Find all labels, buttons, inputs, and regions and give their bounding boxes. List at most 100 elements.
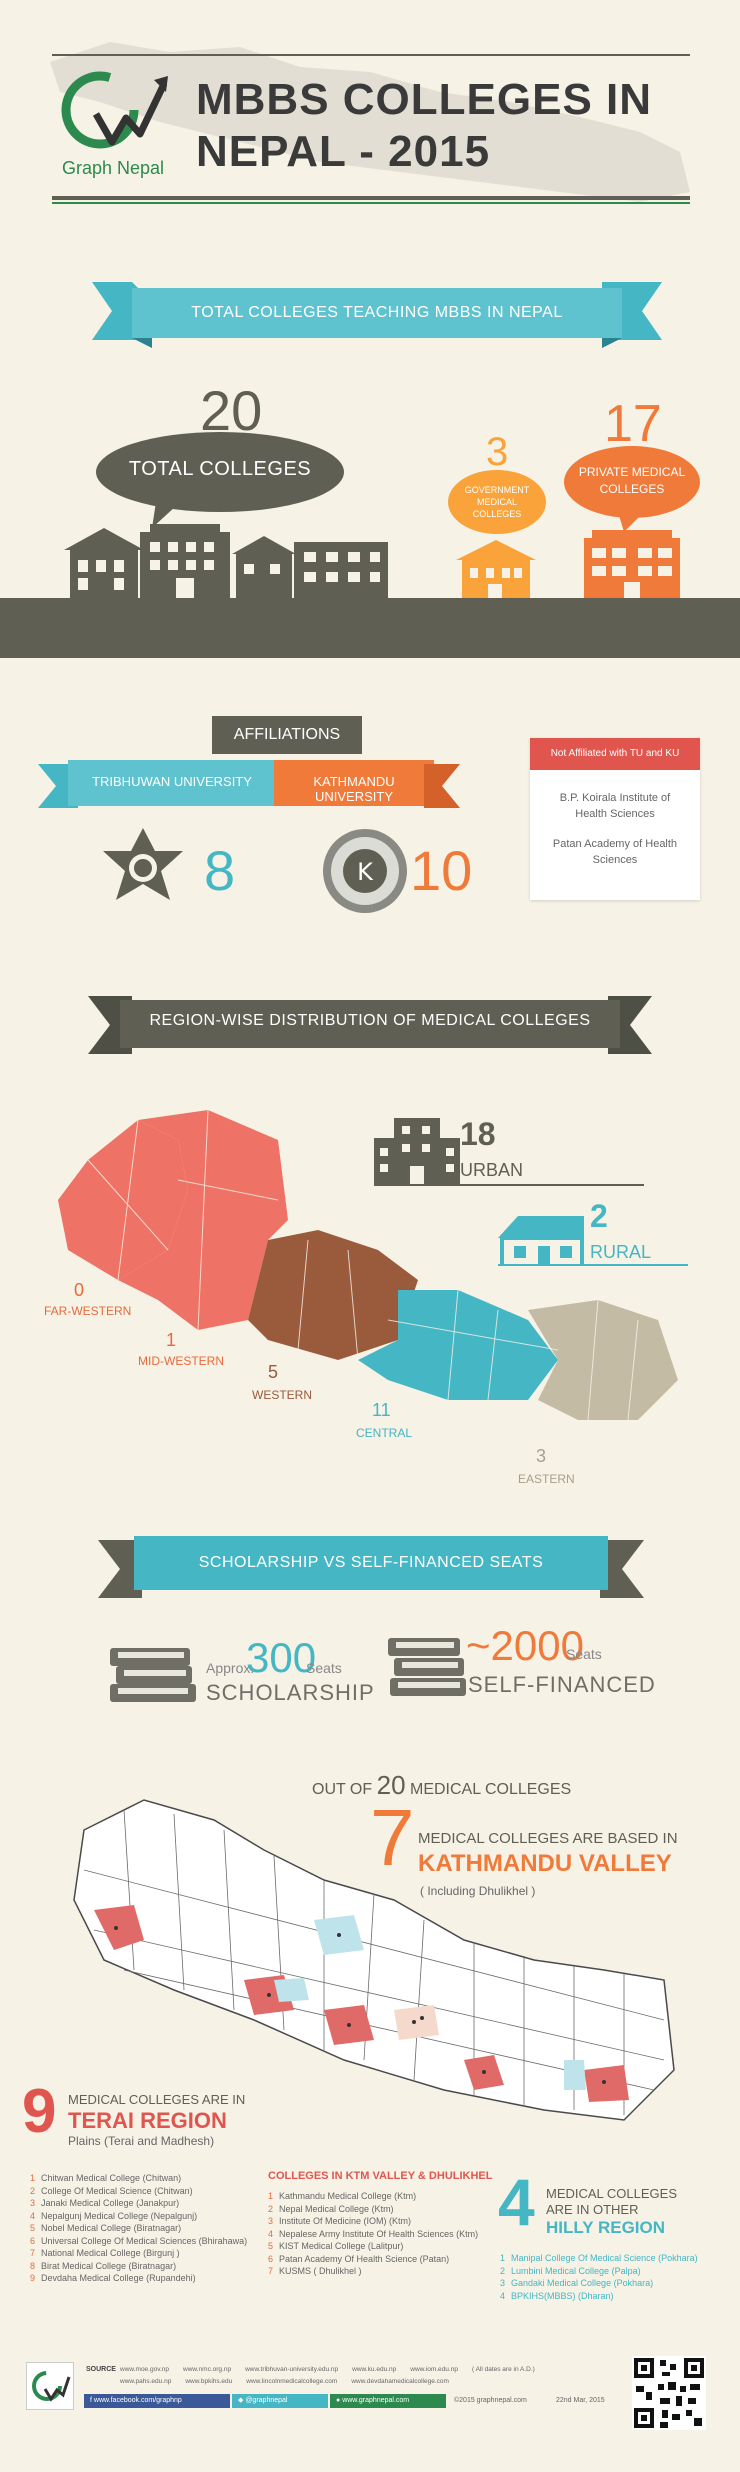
- total-ribbon-label: TOTAL COLLEGES TEACHING MBBS IN NEPAL: [191, 304, 563, 321]
- source-link[interactable]: www.tribhuvan-university.edu.np: [245, 2366, 339, 2373]
- self-financed-label: SELF-FINANCED: [468, 1672, 656, 1697]
- ku-count: 10: [410, 839, 473, 902]
- qr-code-icon: [632, 2356, 706, 2430]
- website-link[interactable]: ● www.graphnepal.com: [330, 2394, 446, 2408]
- western-number: 5: [268, 1362, 279, 1382]
- gov-label: GOVERNMENT MEDICAL COLLEGES: [464, 485, 530, 519]
- title-line-2: NEPAL - 2015: [196, 127, 491, 176]
- self-financed-books-icon: [388, 1638, 466, 1696]
- list-item: 7 KUSMS ( Dhulikhel ): [268, 2266, 362, 2276]
- list-item: 6 Universal College Of Medical Sciences (…: [30, 2235, 248, 2246]
- source-link[interactable]: www.iom.edu.np: [410, 2366, 458, 2373]
- header-bottom-rule-green: [52, 202, 690, 204]
- hilly-line-1: MEDICAL COLLEGES: [546, 2186, 678, 2201]
- globe-icon: ●: [336, 2397, 343, 2404]
- eastern-number: 3: [536, 1446, 547, 1466]
- page-title: MBBS COLLEGES IN NEPAL - 2015: [196, 74, 652, 178]
- region-ribbon-shape: [88, 996, 652, 1054]
- total-ribbon-shape: [92, 282, 662, 348]
- rural-house-icon: [498, 1216, 584, 1266]
- list-item: 3 Gandaki Medical College (Pokhara): [500, 2278, 654, 2288]
- total-bubble: [96, 432, 344, 528]
- svg-text:K: K: [357, 858, 374, 886]
- list-item: 1 Kathmandu Medical College (Ktm): [268, 2191, 417, 2201]
- source-link[interactable]: www.devdahamedicalcollege.com: [351, 2378, 449, 2385]
- not-affiliated-title: Not Affiliated with TU and KU: [530, 738, 700, 770]
- valley-line-3: ( Including Dhulikhel ): [420, 1884, 536, 1898]
- valley-out-of-number: 20: [376, 1770, 406, 1800]
- terai-college-list: 1 Chitwan Medical College (Chitwan) 2 Coll…: [30, 2172, 270, 2285]
- central-label: CENTRAL: [356, 1426, 413, 1440]
- terai-line-2: TERAI REGION: [68, 2108, 227, 2133]
- tu-emblem-icon: [103, 828, 183, 900]
- valley-line-2: KATHMANDU VALLEY: [418, 1850, 672, 1877]
- private-building-icon: [584, 530, 680, 600]
- nepal-district-map: [73, 1799, 675, 2121]
- valley-out-of: OUT OF 20 MEDICAL COLLEGES: [312, 1770, 571, 1801]
- western-label: WESTERN: [252, 1388, 312, 1402]
- mid-western-label: MID-WESTERN: [138, 1354, 224, 1368]
- self-financed-number: ~2000: [466, 1622, 584, 1669]
- source-link[interactable]: www.pahs.edu.np: [120, 2378, 172, 2385]
- source-link[interactable]: www.moe.gov.np: [120, 2366, 170, 2373]
- valley-out-of-prefix: OUT OF: [312, 1781, 373, 1798]
- eastern-label: EASTERN: [518, 1472, 575, 1486]
- list-item: 2 Nepal Medical College (Ktm): [268, 2203, 394, 2214]
- central-number: 11: [372, 1400, 391, 1420]
- seats-ribbon-label: SCHOLARSHIP VS SELF-FINANCED SEATS: [198, 1554, 544, 1571]
- scholarship-approx: Approx.: [206, 1660, 255, 1676]
- list-item: 4 Nepalese Army Institute Of Health Scien…: [268, 2228, 479, 2239]
- list-item: 1 Chitwan Medical College (Chitwan): [30, 2173, 182, 2183]
- urban-building-icon: [374, 1118, 460, 1184]
- list-item: 1 Manipal College Of Medical Science (Pok…: [500, 2253, 698, 2263]
- private-label: PRIVATE MEDICAL COLLEGES: [578, 465, 686, 496]
- rural-number: 2: [590, 1198, 608, 1234]
- valley-number: 7: [370, 1793, 415, 1882]
- list-item: 3 Janaki Medical College (Janakpur): [30, 2198, 180, 2208]
- not-affiliated-item-2: Patan Academy of Health Sciences: [552, 838, 678, 866]
- list-item: 5 KIST Medical College (Lalitpur): [268, 2241, 404, 2251]
- hilly-line-3: HILLY REGION: [546, 2218, 666, 2237]
- source-link[interactable]: www.lincolnmedicalcollege.com: [246, 2378, 338, 2385]
- facebook-link[interactable]: f www.facebook.com/graphnp: [84, 2394, 230, 2408]
- list-item: 4 Nepalgunj Medical College (Nepalgunj): [30, 2210, 198, 2221]
- ku-ribbon-shape: [274, 760, 460, 808]
- urban-underline: [374, 1184, 644, 1186]
- header: Graph Nepal MBBS COLLEGES IN NEPAL - 201…: [0, 0, 740, 240]
- scholarship-unit: Seats: [306, 1660, 342, 1676]
- valley-line-1: MEDICAL COLLEGES ARE BASED IN: [418, 1830, 678, 1847]
- list-item: 2 College Of Medical Science (Chitwan): [30, 2185, 193, 2196]
- tu-label: TRIBHUWAN UNIVERSITY: [92, 774, 252, 789]
- logo-text: Graph Nepal: [62, 158, 165, 178]
- source-link[interactable]: www.ku.edu.np: [352, 2366, 397, 2373]
- logo-icon: [61, 71, 168, 149]
- private-number: 17: [604, 395, 662, 453]
- hilly-college-list: 1 Manipal College Of Medical Science (Pok…: [500, 2252, 720, 2302]
- list-item: 5 Nobel Medical College (Biratnagar): [30, 2223, 182, 2233]
- affiliations-title-box: [212, 716, 362, 754]
- twitter-link[interactable]: ◆ @graphnepal: [232, 2394, 328, 2408]
- sources-row-1: www.moe.gov.np www.nmc.org.np www.tribhu…: [120, 2366, 640, 2373]
- terai-number: 9: [22, 2077, 57, 2146]
- total-buildings-icon: [64, 524, 388, 600]
- seats-ribbon-shape: [98, 1536, 644, 1598]
- tu-count: 8: [204, 839, 236, 902]
- private-bubble: [564, 446, 700, 532]
- list-item: 3 Institute Of Medicine (IOM) (Ktm): [268, 2216, 412, 2226]
- footer-logo-box: [26, 2362, 74, 2410]
- nepal-map-background: [50, 42, 690, 202]
- source-link[interactable]: www.bpkihs.edu: [185, 2378, 233, 2385]
- nepal-region-map: [58, 1109, 678, 1421]
- total-number: 20: [200, 379, 263, 442]
- list-item: 8 Birat Medical College (Biratnagar): [30, 2260, 177, 2271]
- source-link[interactable]: www.nmc.org.np: [183, 2366, 232, 2373]
- ground-band: [0, 598, 740, 658]
- list-item: 7 National Medical College (Birgunj ): [30, 2248, 180, 2258]
- scholarship-books-icon: [110, 1648, 196, 1702]
- urban-label: URBAN: [460, 1160, 524, 1180]
- ktm-college-list: 1 Kathmandu Medical College (Ktm) 2 Nepal …: [268, 2190, 508, 2278]
- region-ribbon-label: REGION-WISE DISTRIBUTION OF MEDICAL COLL…: [149, 1012, 591, 1029]
- footer-logo-icon: [32, 2371, 71, 2402]
- list-item: 4 BPKIHS(MBBS) (Dharan): [500, 2290, 614, 2301]
- total-label: TOTAL COLLEGES: [128, 458, 312, 480]
